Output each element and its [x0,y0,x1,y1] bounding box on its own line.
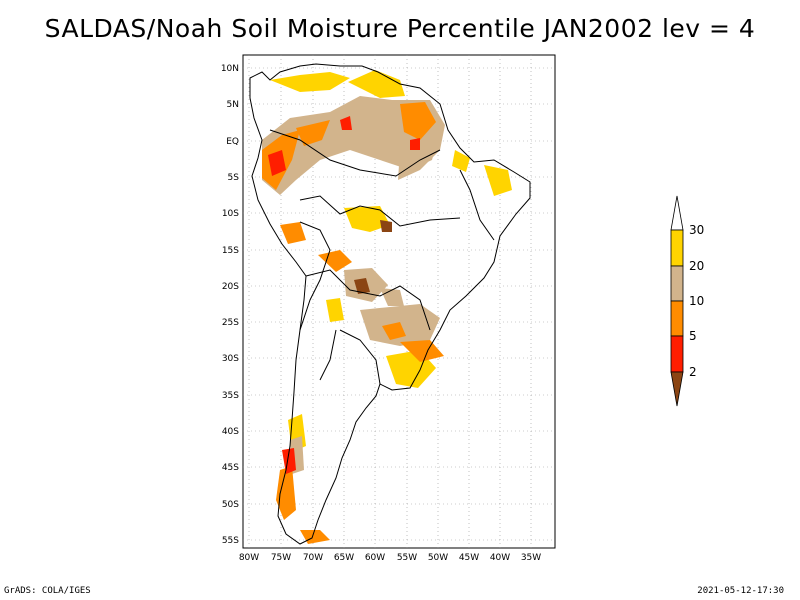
legend-swatch-20-30 [670,229,684,267]
lon-label: 70W [303,553,323,563]
longitude-labels: 80W 75W 70W 65W 60W 55W 50W 45W 40W 35W [239,553,541,563]
legend-swatch-10-20 [670,265,684,302]
legend-label: 30 [689,223,704,237]
legend-label: 5 [689,329,697,343]
lon-label: 55W [397,553,417,563]
lon-label: 65W [334,553,354,563]
lat-label: 25S [222,318,239,328]
lat-label: 40S [222,427,239,437]
lat-label: EQ [226,137,239,147]
lon-label: 45W [459,553,479,563]
lat-label: 15S [222,246,239,256]
coastline [249,63,531,545]
lon-label: 35W [521,553,541,563]
lat-label: 30S [222,354,239,364]
legend-label: 20 [689,259,704,273]
lat-label: 45S [222,463,239,473]
lon-label: 40W [490,553,510,563]
percentile-shading [262,70,512,544]
lat-label: 50S [222,500,239,510]
lat-label: 55S [222,536,239,546]
lon-label: 60W [365,553,385,563]
legend-label: 2 [689,365,697,379]
lat-label: 10S [222,209,239,219]
legend-label: 10 [689,294,704,308]
map-title: SALDAS/Noah Soil Moisture Percentile JAN… [44,14,756,43]
legend-arrow-top [670,195,684,231]
lat-label: 20S [222,282,239,292]
legend-swatch-2-5 [670,335,684,373]
lon-label: 75W [271,553,291,563]
timestamp-label: 2021-05-12-17:30 [697,586,784,596]
lon-label: 80W [239,553,259,563]
color-legend: 30 20 10 5 2 [670,195,704,407]
lat-label: 35S [222,391,239,401]
lat-label: 5S [228,173,240,183]
lat-label: 10N [221,64,239,74]
map-frame [242,54,556,549]
legend-swatch-5-10 [670,300,684,337]
credit-label: GrADS: COLA/IGES [4,586,91,596]
legend-arrow-bottom [670,371,684,407]
lat-label: 5N [227,100,239,110]
lon-label: 50W [428,553,448,563]
latitude-labels: 10N 5N EQ 5S 10S 15S 20S 25S 30S 35S 40S… [221,64,239,546]
